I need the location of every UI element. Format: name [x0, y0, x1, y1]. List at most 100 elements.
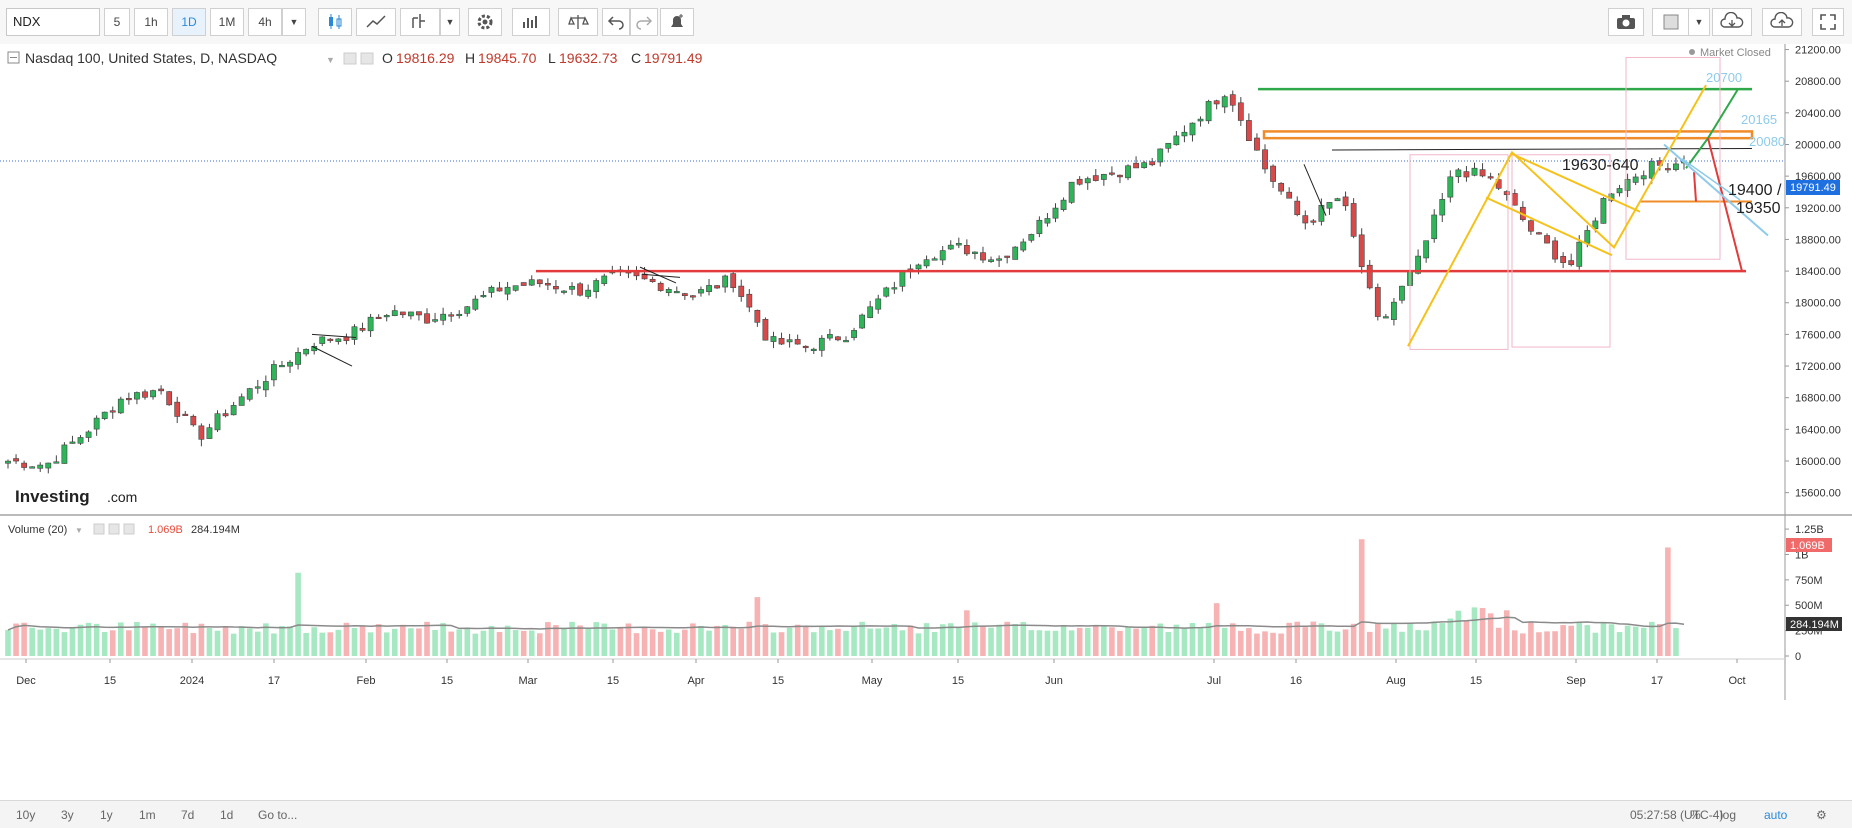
camera-icon[interactable] — [1608, 8, 1644, 36]
indicators-icon[interactable] — [400, 8, 440, 36]
candle-body — [1028, 234, 1035, 241]
volume-bar — [1076, 627, 1083, 656]
legend-hide-icon[interactable] — [343, 52, 357, 65]
candle-body — [955, 243, 962, 246]
candles — [5, 90, 1687, 474]
interval-dropdown-icon[interactable]: ▼ — [282, 8, 306, 36]
volume-bar — [1229, 623, 1236, 656]
volume-bar — [1149, 625, 1155, 656]
volume-bar — [1375, 622, 1381, 656]
candle-body — [778, 337, 785, 345]
layout-icon[interactable] — [1652, 8, 1690, 36]
volume-bar — [778, 632, 785, 656]
compare-scales-icon[interactable] — [558, 8, 598, 36]
candle-body — [1471, 167, 1478, 176]
range-3y[interactable]: 3y — [61, 808, 74, 822]
interval-1d[interactable]: 1D — [172, 8, 206, 36]
candle-body — [158, 388, 164, 392]
red-drop-short — [1693, 172, 1697, 202]
candle-body — [222, 413, 229, 417]
candle-body — [698, 289, 704, 294]
percent-toggle[interactable]: % — [1690, 808, 1701, 822]
interval-1h[interactable]: 1h — [134, 8, 168, 36]
bar-chart-icon[interactable] — [512, 8, 550, 36]
candle-body — [1270, 165, 1276, 182]
time-tick-label: 17 — [268, 675, 280, 687]
bottom-settings-gear-icon[interactable]: ⚙ — [1816, 808, 1827, 822]
volume-bar — [1302, 627, 1309, 656]
volume-settings-icon[interactable] — [108, 523, 120, 535]
range-box-2 — [1511, 154, 1611, 348]
candle-body — [456, 313, 463, 317]
candle-body — [182, 413, 189, 416]
candle-body — [786, 339, 793, 343]
annotation-20080: 20080 — [1749, 134, 1785, 149]
indicators-dropdown-icon[interactable]: ▼ — [440, 8, 460, 36]
candle-body — [1189, 122, 1196, 136]
interval-4h[interactable]: 4h — [248, 8, 282, 36]
candles-style-icon[interactable] — [318, 8, 352, 36]
volume-bar — [504, 625, 511, 656]
volume-bar — [343, 622, 350, 656]
range-10y[interactable]: 10y — [16, 808, 36, 822]
volume-bar — [810, 632, 817, 656]
fullscreen-icon[interactable] — [1812, 8, 1844, 36]
high-label: H — [465, 50, 475, 66]
volume-bar — [609, 629, 616, 656]
volume-bar — [1294, 621, 1301, 656]
volume-bar — [1600, 622, 1607, 656]
candle-body — [246, 388, 253, 400]
candle-body — [1600, 198, 1607, 224]
goto-button[interactable]: Go to... — [258, 808, 298, 822]
annotation-19350: 19350 — [1736, 200, 1781, 217]
auto-toggle[interactable]: auto — [1764, 808, 1788, 822]
candle-body — [544, 283, 551, 286]
symbol-input[interactable]: NDX — [6, 8, 100, 36]
range-7d[interactable]: 7d — [181, 808, 195, 822]
volume-bar — [61, 632, 68, 656]
title-dropdown-icon[interactable]: ▼ — [326, 55, 335, 65]
volume-dropdown-icon[interactable]: ▼ — [75, 526, 83, 535]
cloud-save-icon[interactable] — [1762, 8, 1802, 36]
volume-close-icon[interactable] — [123, 523, 135, 535]
price-tick-label: 18800.00 — [1795, 234, 1841, 246]
candle-body — [214, 413, 221, 431]
cloud-load-icon[interactable] — [1712, 8, 1752, 36]
price-chart[interactable]: Nasdaq 100, United States, D, NASDAQ ▼ O… — [0, 44, 1852, 800]
volume-bar — [1165, 631, 1172, 656]
range-1m[interactable]: 1m — [139, 808, 156, 822]
undo-icon[interactable] — [602, 8, 630, 36]
candle-body — [1286, 191, 1293, 199]
volume-bar — [1117, 630, 1123, 656]
volume-bar — [1407, 623, 1413, 656]
candle-body — [279, 365, 285, 368]
redo-icon[interactable] — [630, 8, 658, 36]
volume-bar — [150, 623, 156, 656]
range-1y[interactable]: 1y — [100, 808, 113, 822]
volume-bar — [279, 625, 285, 656]
volume-bar — [1495, 627, 1502, 656]
time-tick-label: Sep — [1566, 675, 1586, 687]
range-1d[interactable]: 1d — [220, 808, 234, 822]
settings-gear-icon[interactable] — [468, 8, 502, 36]
interval-5[interactable]: 5 — [104, 8, 130, 36]
volume-bar — [1568, 625, 1574, 656]
candle-body — [432, 319, 438, 322]
candle-body — [754, 309, 761, 323]
candle-body — [109, 410, 116, 413]
candle-body — [125, 398, 132, 401]
legend-settings-icon[interactable] — [360, 52, 374, 65]
line-chart-icon[interactable] — [356, 8, 396, 36]
layout-dropdown-icon[interactable]: ▼ — [1688, 8, 1710, 36]
interval-1m[interactable]: 1M — [210, 8, 244, 36]
volume-bar — [859, 621, 865, 656]
volume-ma-line — [7, 616, 1685, 631]
drop-line — [1303, 164, 1327, 216]
triangle-line-c — [639, 266, 677, 284]
volume-bar — [1044, 630, 1051, 656]
volume-bar — [1036, 630, 1043, 656]
volume-hide-icon[interactable] — [93, 523, 105, 535]
alert-icon[interactable] — [660, 8, 694, 36]
chart-background — [0, 44, 1852, 800]
log-toggle[interactable]: log — [1720, 808, 1737, 822]
